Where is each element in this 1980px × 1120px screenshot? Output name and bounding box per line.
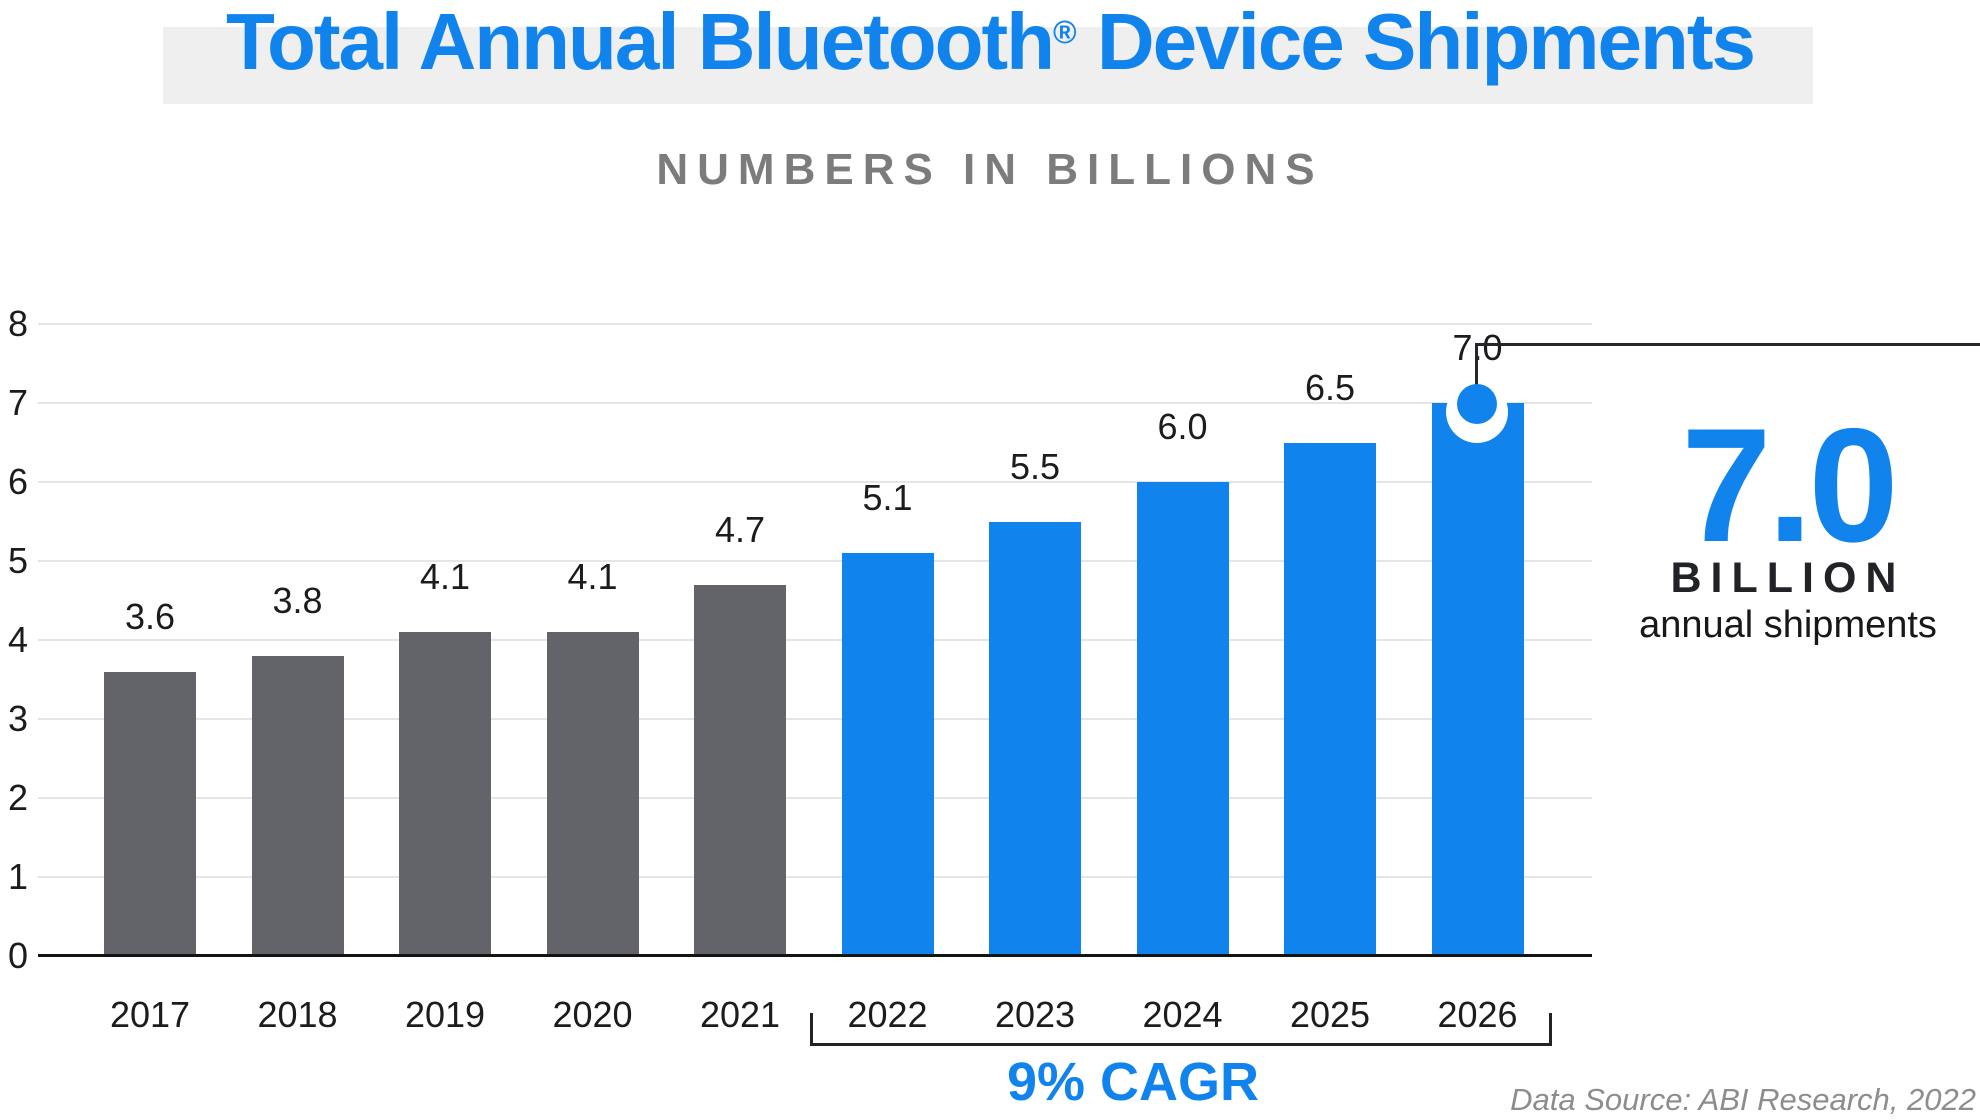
bar-2017 [104,671,196,956]
bar-value-label-2025: 6.5 [1304,366,1356,408]
callout-connector-horizontal-line [1475,343,1980,346]
x-axis-label-2022: 2022 [847,994,928,1035]
bar-value-label-2022: 5.1 [862,477,913,519]
bar-2019 [399,632,491,956]
bar-2025 [1284,442,1376,956]
y-axis-tick-label: 1 [7,856,28,897]
bar-2020 [546,632,639,956]
gridline-y-1 [38,876,1592,878]
y-axis-tick-label: 6 [7,461,28,502]
callout-value: 7.0 [1681,395,1898,576]
y-axis-tick-label: 7 [7,382,28,423]
gridline-y-8 [38,323,1592,325]
x-axis-label-2019: 2019 [404,994,486,1035]
bar-2022 [841,553,934,956]
x-axis-label-2021: 2021 [699,994,781,1035]
gridline-y-5 [38,560,1592,562]
highlight-marker-dot [1457,384,1497,424]
x-axis-label-2017: 2017 [109,994,191,1035]
x-axis-label-2026: 2026 [1437,994,1518,1035]
bar-value-label-2018: 3.8 [272,579,323,621]
bar-value-label-2023: 5.5 [1009,445,1061,487]
title-highlight-band [163,27,1813,104]
bar-2026 [1431,403,1524,956]
y-axis-tick-label: 4 [7,619,28,660]
x-axis-label-2020: 2020 [552,994,633,1035]
x-axis-label-2023: 2023 [994,994,1076,1035]
chart-title-text-rest: Device Shipments [1076,0,1756,86]
callout-connector-vertical-line [1475,344,1478,388]
y-axis-tick-label: 2 [7,777,28,818]
bar-2024 [1136,482,1229,956]
bar-2023 [989,521,1081,956]
callout-caption: annual shipments [1639,604,1937,646]
gridline-y-4 [38,639,1592,641]
bar-value-label-2017: 3.6 [124,595,176,637]
y-axis-tick-label: 8 [7,303,28,344]
y-axis-tick-label: 3 [7,698,28,739]
y-axis-tick-label: 0 [7,935,28,976]
callout-unit: BILLION [1670,554,1906,602]
data-source: Data Source: ABI Research, 2022 [1510,1082,1976,1117]
cagr-bracket-left-stub [810,1013,813,1046]
registered-trademark-symbol: ® [1053,13,1077,50]
gridline-y-7 [38,402,1592,404]
chart-title: Total Annual Bluetooth® Device Shipments [0,0,1980,100]
chart-title-text: Total Annual Bluetooth [226,0,1055,86]
bar-2018 [251,655,344,956]
bar-2021 [694,584,786,956]
y-axis-tick-label: 5 [7,540,28,581]
bar-value-label-2024: 6.0 [1157,406,1208,447]
bar-value-label-2021: 4.7 [714,508,766,550]
chart-subtitle: NUMBERS IN BILLIONS [656,145,1324,194]
x-axis-label-2025: 2025 [1289,994,1371,1035]
cagr-bracket-right-stub [1549,1013,1552,1046]
x-axis-line [38,954,1592,957]
gridline-y-3 [38,718,1592,720]
x-axis-label-2018: 2018 [257,994,338,1035]
cagr-label: 9% CAGR [1006,1052,1260,1112]
gridline-y-6 [38,481,1592,483]
x-axis-label-2024: 2024 [1142,994,1223,1035]
cagr-bracket-line [810,1043,1552,1046]
bar-value-label-2020: 4.1 [567,556,618,598]
bar-value-label-2019: 4.1 [419,556,471,598]
gridline-y-2 [38,797,1592,799]
